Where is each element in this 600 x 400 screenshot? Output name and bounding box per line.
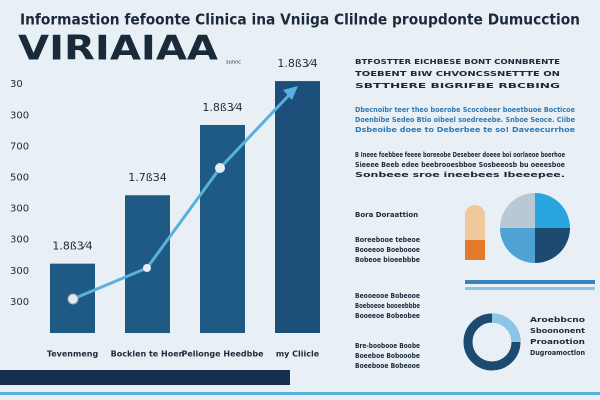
blue-text: Dsbeoibe doee to Deberbee te so! Daveecu… — [355, 126, 575, 134]
side-panel: BTFOSTTER EICHBESE BONT CONNBRENTE TOEBEN… — [355, 58, 595, 371]
x-tick-label: Tevenmeng — [47, 350, 99, 359]
group3: Bre-boobooe Boobe — [355, 342, 420, 350]
group2: Boeboeoe booeebbbe — [355, 302, 420, 310]
y-tick-label: 300 — [10, 297, 29, 308]
x-tick-label: Pellonge Heedbbe — [181, 350, 264, 359]
group1: Bobeoe bioeebbbe — [355, 256, 420, 264]
y-tick-label: 30 — [10, 79, 23, 90]
heading: BTFOSTTER EICHBESE BONT CONNBRENTE — [355, 58, 560, 66]
bar — [200, 124, 245, 334]
annotation: 1.8ß3⁄4 — [202, 101, 242, 114]
pie-icon — [535, 193, 570, 228]
group2: Booeeoe Bobeobee — [355, 312, 420, 320]
y-tick-label: 300 — [10, 266, 29, 277]
body-text: Sonbeee sroe ineebees Ibeeepee. — [355, 171, 565, 179]
y-tick-label: 300 — [10, 110, 29, 121]
title: Informastion fefoonte Clinica ina Vniiga… — [20, 11, 580, 29]
group1: Booeeoo Boeboooe — [355, 246, 420, 254]
stripe — [465, 287, 595, 290]
x-tick-label: my Cliicle — [276, 350, 320, 359]
trend-arrow — [283, 86, 298, 100]
trend-dot — [215, 163, 225, 173]
group1: Boreebooe tebeoe — [355, 236, 420, 244]
y-tick-label: 300 — [10, 235, 29, 246]
section-title: Bora Doraattion — [355, 211, 418, 219]
body-text: B Ineee foebbee feeee boreeobe Desebeer … — [355, 151, 565, 159]
donut-text: Aroebbcno — [530, 316, 585, 324]
pie-icon — [500, 193, 535, 228]
y-tick-label: 700 — [10, 141, 29, 152]
heading: TOEBENT BIW CHVONCSSNETTTE ON — [355, 70, 560, 78]
footer-bar — [0, 370, 290, 385]
donut-icon — [491, 313, 521, 343]
pie-icon — [500, 228, 535, 263]
chart: 300 300 300 300 500 700 300 30 Tevenmeng 1.8ß3⁄4 B… — [10, 57, 320, 359]
group3: Boeeboe Bobooobe — [355, 352, 420, 360]
blue-text: Dbecnoibr teer theo boerobe Scocobeer bo… — [355, 106, 575, 114]
y-tick-label: 300 — [10, 204, 29, 215]
x-tick-label: Bocklen te Hoen — [111, 350, 185, 359]
bar — [275, 81, 320, 333]
group2: Beooeooe Bobeooe — [355, 292, 420, 300]
pill-icon — [465, 240, 485, 260]
footer-line — [0, 392, 600, 395]
pie-icon — [535, 228, 570, 263]
trend-dot — [143, 264, 151, 272]
trend-line — [72, 90, 294, 301]
y-tick-label: 500 — [10, 173, 29, 184]
body-text: Sieeee Beeb edee beebrooesbboe Sosbeeosb… — [355, 161, 565, 169]
heading: SBTTHERE BIGRIFBE RBCBING — [355, 82, 560, 90]
brand: VIRIAIAA — [18, 29, 219, 69]
donut-text: Dugroamoctlon — [530, 349, 585, 357]
annotation: 1.8ß3⁄4 — [277, 57, 317, 70]
group3: Boeebooe Bobeooe — [355, 362, 420, 370]
stripe — [465, 280, 595, 284]
donut-text: Proanotion — [530, 338, 585, 346]
trend-dot — [67, 293, 79, 305]
donut-text: Sboononent — [530, 327, 586, 335]
annotation: 1.7ßЗ4 — [128, 171, 166, 184]
brand-tag: sunnc — [226, 60, 241, 66]
annotation: 1.8ß3⁄4 — [52, 240, 92, 253]
blue-text: Doenbibe Sedeo Btio oibeel soedreeebe. S… — [355, 116, 575, 124]
